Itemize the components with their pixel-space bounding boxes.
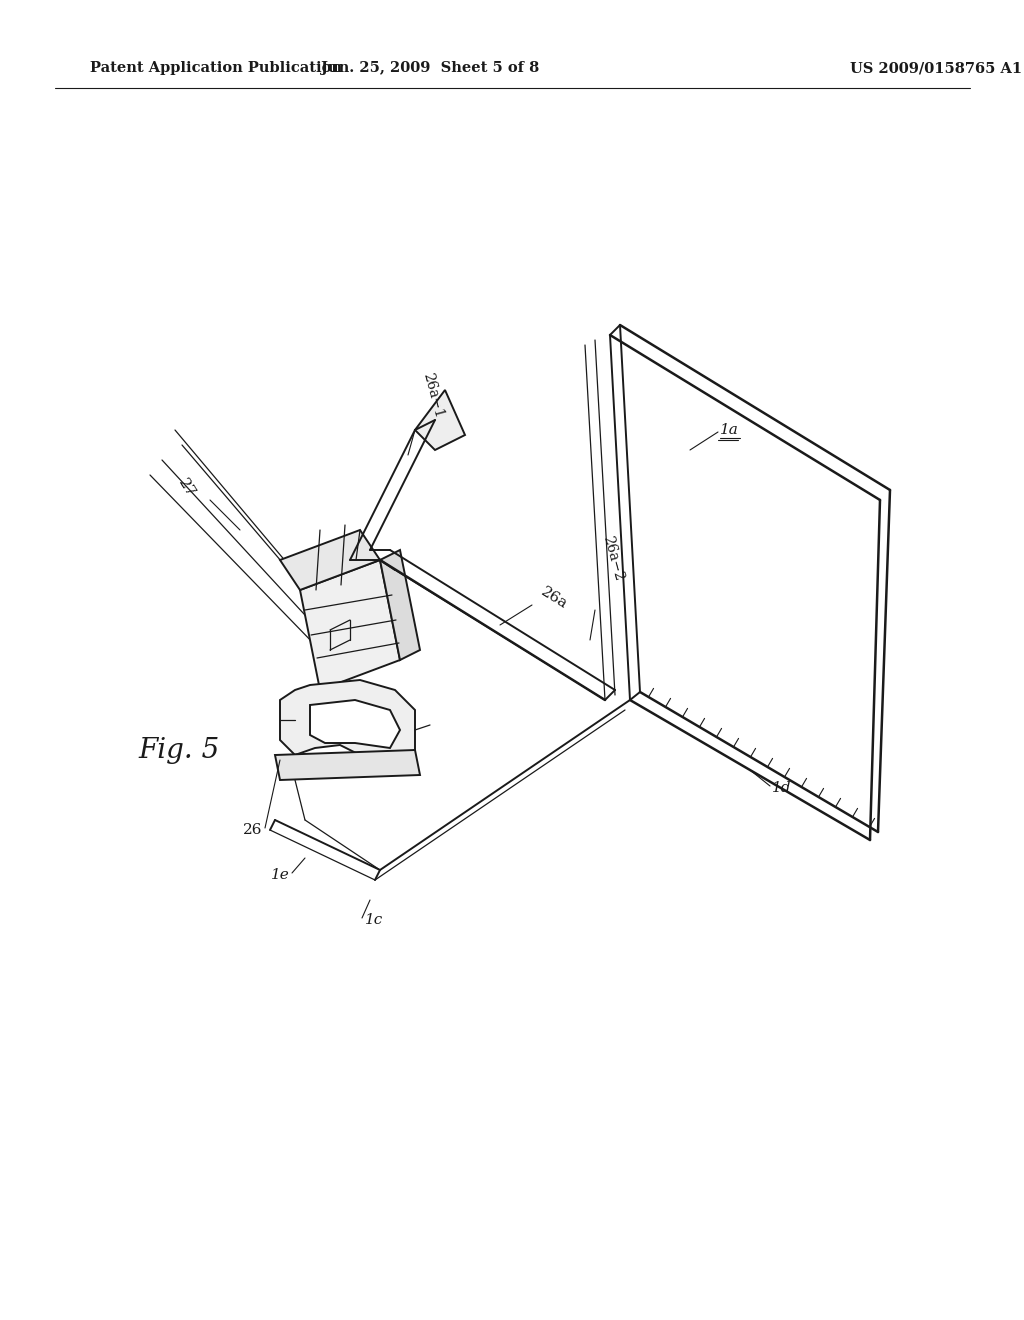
Text: 26a−1: 26a−1 xyxy=(420,371,445,420)
Text: Patent Application Publication: Patent Application Publication xyxy=(90,61,342,75)
Text: 27: 27 xyxy=(176,477,198,500)
Text: 1c: 1c xyxy=(365,913,383,927)
Polygon shape xyxy=(300,560,400,690)
Polygon shape xyxy=(275,750,420,780)
Polygon shape xyxy=(415,389,465,450)
Polygon shape xyxy=(280,680,415,760)
Polygon shape xyxy=(310,700,400,748)
Text: 26: 26 xyxy=(243,822,262,837)
Polygon shape xyxy=(280,531,380,590)
Text: US 2009/0158765 A1: US 2009/0158765 A1 xyxy=(850,61,1022,75)
Text: 26a−2: 26a−2 xyxy=(600,533,626,582)
Polygon shape xyxy=(380,550,420,660)
Text: 26a: 26a xyxy=(538,585,569,611)
Text: Fig. 5: Fig. 5 xyxy=(138,737,219,763)
Text: 1d: 1d xyxy=(772,781,792,795)
Text: 1a: 1a xyxy=(720,422,739,437)
Text: 1e: 1e xyxy=(271,869,290,882)
Text: Jun. 25, 2009  Sheet 5 of 8: Jun. 25, 2009 Sheet 5 of 8 xyxy=(321,61,539,75)
